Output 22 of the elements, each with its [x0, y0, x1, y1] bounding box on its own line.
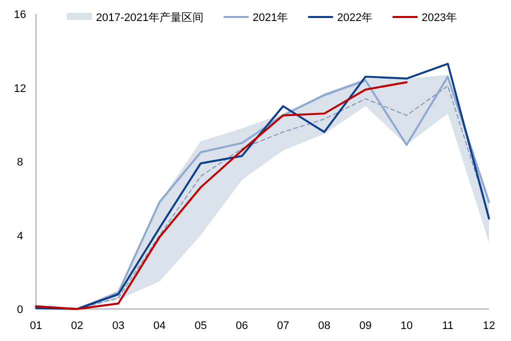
legend-label: 2022年	[337, 12, 373, 24]
y-tick-label: 8	[16, 156, 24, 168]
x-tick-label: 11	[442, 320, 454, 332]
x-tick-label: 06	[236, 320, 248, 332]
y-tick-label: 12	[14, 82, 26, 95]
x-tick-label: 10	[400, 320, 413, 332]
legend-label: 2017-2021年产量区间	[96, 11, 204, 24]
x-tick-label: 09	[359, 320, 372, 332]
y-tick-label: 0	[16, 304, 24, 316]
legend-label: 2021年	[252, 12, 288, 24]
x-tick-label: 04	[153, 320, 166, 332]
x-tick-label: 05	[194, 320, 207, 332]
x-tick-label: 01	[30, 320, 42, 332]
line-series	[35, 81, 408, 310]
y-tick-label: 4	[16, 230, 24, 242]
legend-label: 2023年	[422, 12, 458, 24]
x-tick-label: 02	[71, 320, 84, 332]
x-tick-label: 03	[112, 320, 124, 332]
x-tick-label: 08	[318, 320, 330, 332]
y-tick-label: 16	[14, 9, 26, 21]
x-tick-label: 07	[276, 320, 290, 332]
x-tick-label: 12	[482, 320, 496, 332]
